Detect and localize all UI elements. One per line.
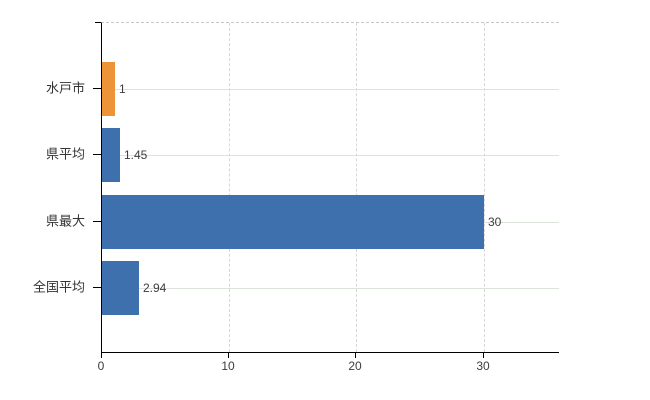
bar-value-label: 1.45 <box>124 148 148 162</box>
category-label-全国平均: 全国平均 <box>32 279 85 295</box>
horizontal-gridline <box>102 155 559 156</box>
x-axis-tick <box>483 353 484 358</box>
horizontal-gridline <box>102 89 559 90</box>
bar-value-label: 2.94 <box>143 281 167 295</box>
horizontal-gridline <box>102 288 559 289</box>
y-axis-tick <box>93 88 101 89</box>
y-axis-top-tick <box>95 22 101 23</box>
x-axis-tick <box>101 353 102 358</box>
vertical-gridline <box>483 23 485 352</box>
bar-value-label: 30 <box>488 215 502 229</box>
vertical-gridline <box>229 23 231 352</box>
x-axis-tick <box>228 353 229 358</box>
bar-県平均 <box>102 128 120 182</box>
bar-value-label: 1 <box>119 82 126 96</box>
x-axis-tick <box>355 353 356 358</box>
x-axis-tick-label: 10 <box>221 359 235 373</box>
vertical-gridline <box>356 23 358 352</box>
bar-水戸市 <box>102 62 115 116</box>
x-axis-tick-label: 20 <box>348 359 362 373</box>
category-label-水戸市: 水戸市 <box>45 80 85 96</box>
y-axis-tick <box>93 154 101 155</box>
y-axis-tick <box>93 221 101 222</box>
bar-全国平均 <box>102 261 139 315</box>
plot-area: 1 1.45 30 2.94 <box>101 22 559 353</box>
y-axis-tick <box>93 287 101 288</box>
category-label-県最大: 県最大 <box>45 213 85 229</box>
bar-県最大 <box>102 195 484 249</box>
x-axis-tick-label: 30 <box>476 359 490 373</box>
x-axis-tick-label: 0 <box>97 359 105 373</box>
category-label-県平均: 県平均 <box>45 146 85 162</box>
